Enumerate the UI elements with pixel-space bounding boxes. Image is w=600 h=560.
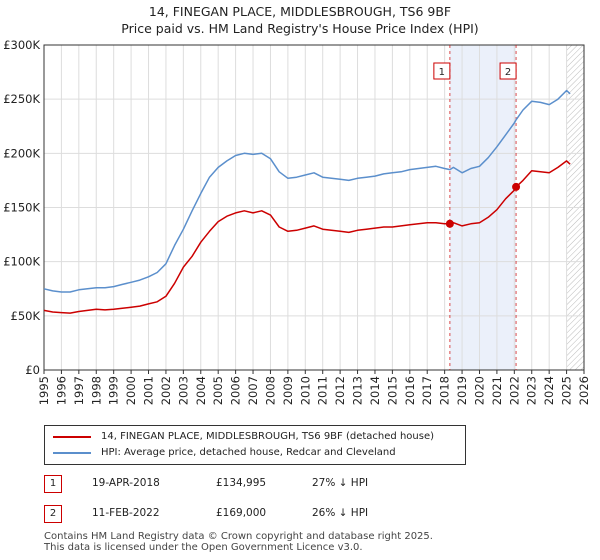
- x-tick-label: 1999: [107, 376, 121, 405]
- x-tick-label: 2023: [525, 376, 539, 405]
- legend-label-property: 14, FINEGAN PLACE, MIDDLESBROUGH, TS6 9B…: [101, 431, 434, 442]
- y-tick-label: £100K: [3, 255, 40, 269]
- y-tick-label: £0: [25, 363, 40, 377]
- marker-label-box: [499, 62, 517, 80]
- x-tick-label: 2008: [263, 376, 277, 405]
- x-tick-label: 2026: [577, 376, 591, 405]
- plot-frame: [43, 44, 585, 371]
- legend-item-property: 14, FINEGAN PLACE, MIDDLESBROUGH, TS6 9B…: [53, 431, 434, 442]
- legend-swatch-property: [53, 435, 91, 438]
- marker-label: 1: [439, 67, 445, 78]
- transaction-date: 19-APR-2018: [92, 477, 160, 489]
- x-tick-label: 2011: [316, 376, 330, 405]
- x-tick-label: 2006: [229, 376, 243, 405]
- hpi-line: [43, 89, 571, 293]
- transaction-point: [512, 182, 521, 191]
- x-tick-label: 1996: [54, 376, 68, 405]
- transaction-row-1: 1 19-APR-2018 £134,995 27% ↓ HPI: [44, 475, 464, 495]
- marker-label: 2: [505, 67, 511, 78]
- y-tick-label: £200K: [3, 146, 40, 160]
- transaction-number: 1: [44, 475, 62, 493]
- footer-license: This data is licensed under the Open Gov…: [44, 542, 363, 553]
- x-tick-label: 2016: [403, 376, 417, 405]
- y-tick-label: £250K: [3, 92, 40, 106]
- x-tick-label: 2017: [420, 376, 434, 405]
- y-tick-label: £50K: [11, 309, 41, 323]
- x-tick-label: 1998: [89, 376, 103, 405]
- y-tick-label: £150K: [3, 201, 40, 215]
- marker-label-box: [433, 62, 451, 80]
- x-tick-label: 2001: [142, 376, 156, 405]
- x-tick-label: 2002: [159, 376, 173, 405]
- transaction-price: £169,000: [216, 507, 267, 519]
- transaction-date: 11-FEB-2022: [92, 507, 160, 519]
- x-tick-label: 2019: [455, 376, 469, 405]
- x-tick-label: 2020: [472, 376, 486, 405]
- x-tick-label: 2025: [560, 376, 574, 405]
- x-tick-label: 2007: [246, 376, 260, 405]
- x-tick-label: 1995: [37, 376, 51, 405]
- chart-title: 14, FINEGAN PLACE, MIDDLESBROUGH, TS6 9B…: [148, 4, 452, 19]
- transaction-hpi-diff: 27% ↓ HPI: [312, 477, 369, 489]
- x-tick-label: 1997: [72, 376, 86, 405]
- chart-legend: 14, FINEGAN PLACE, MIDDLESBROUGH, TS6 9B…: [44, 425, 466, 465]
- x-tick-label: 2022: [507, 376, 521, 405]
- x-tick-label: 2010: [298, 376, 312, 405]
- x-tick-label: 2009: [281, 376, 295, 405]
- x-tick-label: 2000: [124, 376, 138, 405]
- legend-item-hpi: HPI: Average price, detached house, Redc…: [53, 447, 396, 458]
- x-tick-label: 2013: [351, 376, 365, 405]
- property-price-line: [43, 160, 571, 314]
- footer-copyright: Contains HM Land Registry data © Crown c…: [44, 531, 433, 542]
- x-tick-label: 2021: [490, 376, 504, 405]
- price-chart: £0 £50K £100K £150K £200K £250K £300K 1995 1996 1…: [3, 38, 591, 405]
- x-tick-label: 2014: [368, 376, 382, 405]
- legend-label-hpi: HPI: Average price, detached house, Redc…: [101, 447, 396, 458]
- legend-swatch-hpi: [53, 451, 91, 454]
- x-tick-label: 2005: [211, 376, 225, 405]
- y-tick-label: £300K: [3, 38, 40, 52]
- transaction-row-2: 2 11-FEB-2022 £169,000 26% ↓ HPI: [44, 505, 464, 525]
- x-tick-label: 2018: [438, 376, 452, 405]
- transaction-price: £134,995: [216, 477, 267, 489]
- transaction-point: [445, 219, 454, 228]
- transaction-hpi-diff: 26% ↓ HPI: [312, 507, 369, 519]
- x-tick-label: 2012: [333, 376, 347, 405]
- x-tick-label: 2003: [176, 376, 190, 405]
- x-tick-label: 2004: [194, 376, 208, 405]
- x-tick-label: 2024: [542, 376, 556, 405]
- chart-subtitle: Price paid vs. HM Land Registry's House …: [121, 21, 479, 36]
- x-tick-label: 2015: [385, 376, 399, 405]
- transaction-number: 2: [44, 505, 62, 523]
